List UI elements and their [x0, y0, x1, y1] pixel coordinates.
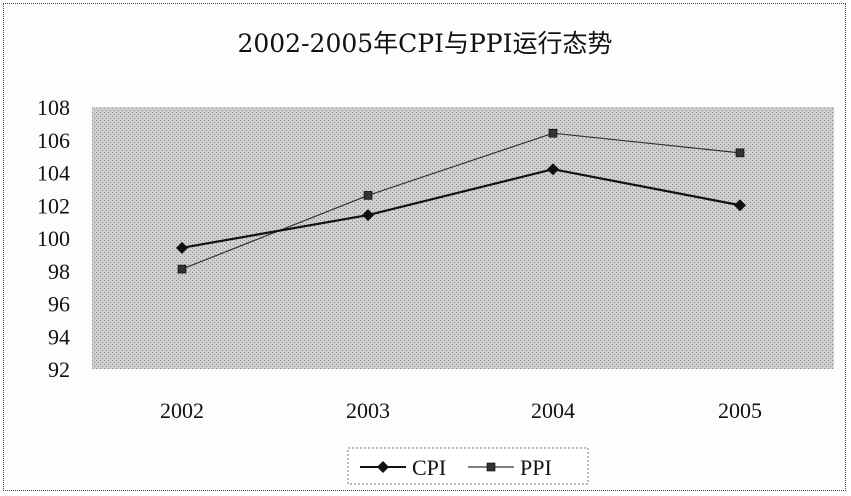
- y-tick-label: 108: [37, 95, 70, 120]
- data-point-ppi: [363, 191, 373, 200]
- data-point-ppi: [735, 148, 745, 158]
- x-axis: 2002 2003 2004 2005: [160, 398, 762, 423]
- series-layer: [176, 128, 746, 274]
- x-tick-label: 2005: [718, 398, 762, 423]
- legend-marker-ppi: [486, 462, 496, 472]
- data-point-cpi: [362, 209, 374, 222]
- data-point-ppi: [177, 264, 187, 274]
- x-tick-label: 2004: [531, 398, 575, 423]
- data-point-cpi: [176, 241, 188, 254]
- data-point-ppi: [548, 128, 558, 138]
- data-point-cpi: [547, 163, 559, 176]
- plot-area: [92, 107, 834, 369]
- series-line-cpi: [181, 168, 741, 249]
- y-axis: 108 106 104 102 100 98 96 94 92: [37, 95, 70, 382]
- y-tick-label: 104: [37, 161, 70, 186]
- legend-marker-cpi: [377, 461, 389, 473]
- y-tick-label: 92: [48, 357, 70, 382]
- legend-label-cpi: CPI: [412, 455, 446, 480]
- chart-title: 2002-2005年CPI与PPI运行态势: [237, 29, 612, 58]
- x-tick-label: 2002: [160, 398, 204, 423]
- legend: CPI PPI: [360, 455, 552, 480]
- y-tick-label: 102: [37, 193, 70, 218]
- y-tick-label: 98: [48, 259, 70, 284]
- x-tick-label: 2003: [346, 398, 390, 423]
- y-tick-label: 100: [37, 226, 70, 251]
- y-tick-label: 96: [48, 292, 70, 317]
- y-tick-label: 94: [48, 324, 70, 349]
- y-tick-label: 106: [37, 128, 70, 153]
- data-point-cpi: [734, 199, 746, 212]
- legend-label-ppi: PPI: [520, 455, 552, 480]
